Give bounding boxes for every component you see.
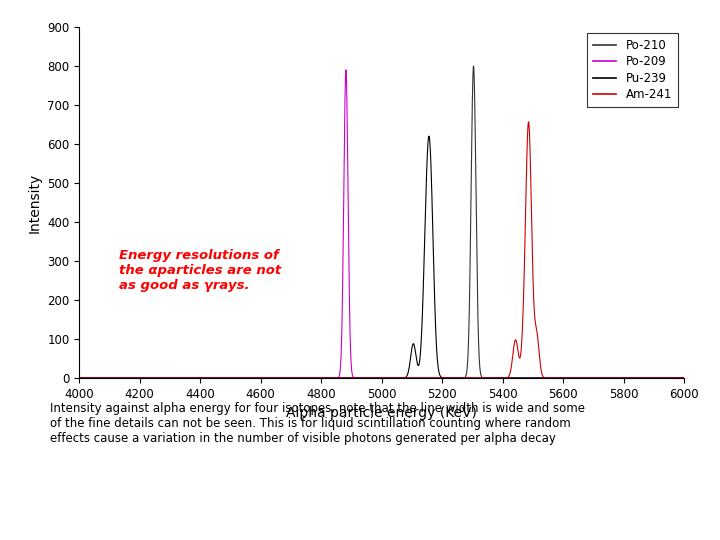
- Po-209: [111, 375, 120, 381]
- Pu-239: [75, 375, 84, 381]
- Pu-239: [425, 133, 433, 139]
- Line: Po-210: Po-210: [79, 66, 684, 378]
- Po-210: [194, 375, 202, 381]
- Pu-239: [371, 375, 379, 381]
- Po-209: [78, 375, 86, 381]
- Am-241: [648, 375, 657, 381]
- Y-axis label: Intensity: Intensity: [27, 172, 42, 233]
- Text: Intensity against alpha energy for four isotopes, note that the line width is wi: Intensity against alpha energy for four …: [50, 402, 585, 446]
- Po-210: [680, 375, 688, 381]
- Am-241: [680, 375, 688, 381]
- Pu-239: [100, 375, 109, 381]
- Am-241: [371, 375, 379, 381]
- Line: Pu-239: Pu-239: [79, 136, 684, 378]
- Po-209: [75, 375, 84, 381]
- Pu-239: [111, 375, 120, 381]
- Po-209: [680, 375, 688, 381]
- Line: Am-241: Am-241: [79, 122, 684, 378]
- Po-210: [75, 375, 84, 381]
- Po-209: [341, 66, 350, 73]
- Po-210: [469, 63, 478, 69]
- X-axis label: Alpha particle energy (KeV): Alpha particle energy (KeV): [286, 406, 477, 420]
- Am-241: [524, 119, 533, 125]
- Po-209: [371, 375, 379, 381]
- Po-209: [648, 375, 657, 381]
- Pu-239: [648, 375, 657, 381]
- Am-241: [111, 375, 120, 381]
- Pu-239: [78, 375, 86, 381]
- Po-210: [648, 375, 657, 381]
- Po-210: [371, 375, 379, 381]
- Line: Po-209: Po-209: [79, 70, 684, 378]
- Text: Energy resolutions of
the αparticles are not
as good as γrays.: Energy resolutions of the αparticles are…: [119, 249, 281, 292]
- Po-210: [100, 375, 109, 381]
- Po-210: [78, 375, 86, 381]
- Am-241: [100, 375, 109, 381]
- Po-209: [100, 375, 109, 381]
- Am-241: [75, 375, 84, 381]
- Am-241: [194, 375, 202, 381]
- Po-210: [111, 375, 120, 381]
- Pu-239: [680, 375, 688, 381]
- Am-241: [78, 375, 86, 381]
- Po-209: [194, 375, 202, 381]
- Pu-239: [194, 375, 202, 381]
- Legend: Po-210, Po-209, Pu-239, Am-241: Po-210, Po-209, Pu-239, Am-241: [587, 33, 678, 107]
